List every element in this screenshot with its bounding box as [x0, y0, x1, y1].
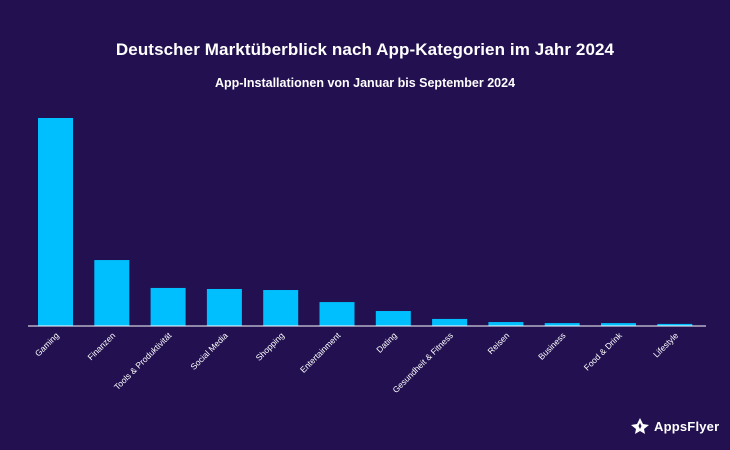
appsflyer-icon — [631, 418, 649, 434]
x-tick-label: Social Media — [188, 330, 230, 372]
x-tick-label: Entertainment — [298, 330, 343, 375]
bar-7 — [432, 318, 468, 326]
bar-2 — [150, 287, 186, 326]
x-tick-label: Gesundheit & Fitness — [390, 330, 455, 395]
appsflyer-logo: AppsFlyer — [630, 416, 719, 436]
bar-1 — [94, 260, 130, 326]
x-tick-label: Dating — [374, 330, 399, 355]
bar-9 — [544, 323, 580, 326]
bars-group — [38, 118, 693, 326]
x-tick-label: Gaming — [33, 330, 61, 358]
bar-0 — [38, 118, 73, 326]
x-tick-label: Tools & Produktivität — [112, 330, 174, 392]
bar-6 — [375, 311, 411, 326]
x-tick-label: Reisen — [486, 330, 512, 356]
chart-title: Deutscher Marktüberblick nach App-Katego… — [115, 40, 615, 59]
bar-5 — [319, 302, 355, 326]
appsflyer-wordmark: AppsFlyer — [654, 418, 720, 434]
bar-3 — [206, 288, 242, 326]
chart-subtitle: App-Installationen von Januar bis Septem… — [214, 76, 516, 90]
x-tick-label: Shopping — [254, 330, 287, 363]
bar-8 — [488, 322, 524, 326]
bar-4 — [263, 290, 299, 326]
bar-10 — [601, 323, 636, 326]
x-tick-label: Lifestyle — [651, 330, 680, 359]
x-tick-label: Business — [536, 330, 567, 361]
bar-11 — [657, 323, 693, 326]
x-tick-label: Finanzen — [85, 330, 117, 362]
x-tick-label: Food & Drink — [582, 330, 625, 373]
